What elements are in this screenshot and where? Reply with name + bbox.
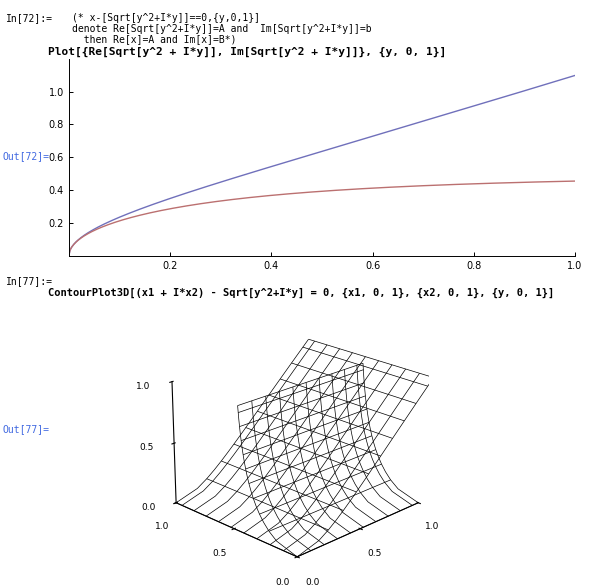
Text: ContourPlot3D[(x1 + I*x2) - Sqrt[y^2+I*y] = 0, {x1, 0, 1}, {x2, 0, 1}, {y, 0, 1}: ContourPlot3D[(x1 + I*x2) - Sqrt[y^2+I*y… <box>48 288 554 298</box>
Text: Plot[{Re[Sqrt[y^2 + I*y]], Im[Sqrt[y^2 + I*y]]}, {y, 0, 1}]: Plot[{Re[Sqrt[y^2 + I*y]], Im[Sqrt[y^2 +… <box>48 46 446 56</box>
Text: In[72]:=: In[72]:= <box>6 13 53 23</box>
Text: denote Re[Sqrt[y^2+I*y]]=A and  Im[Sqrt[y^2+I*y]]=b: denote Re[Sqrt[y^2+I*y]]=A and Im[Sqrt[y… <box>72 24 371 34</box>
Text: (* x-[Sqrt[y^2+I*y]]==0,{y,0,1}]: (* x-[Sqrt[y^2+I*y]]==0,{y,0,1}] <box>72 13 260 23</box>
Text: Out[72]=: Out[72]= <box>3 151 50 161</box>
Text: In[77]:=: In[77]:= <box>6 276 53 286</box>
Text: Out[77]=: Out[77]= <box>3 424 50 435</box>
Text: then Re[x]=A and Im[x]=B*): then Re[x]=A and Im[x]=B*) <box>72 34 237 44</box>
